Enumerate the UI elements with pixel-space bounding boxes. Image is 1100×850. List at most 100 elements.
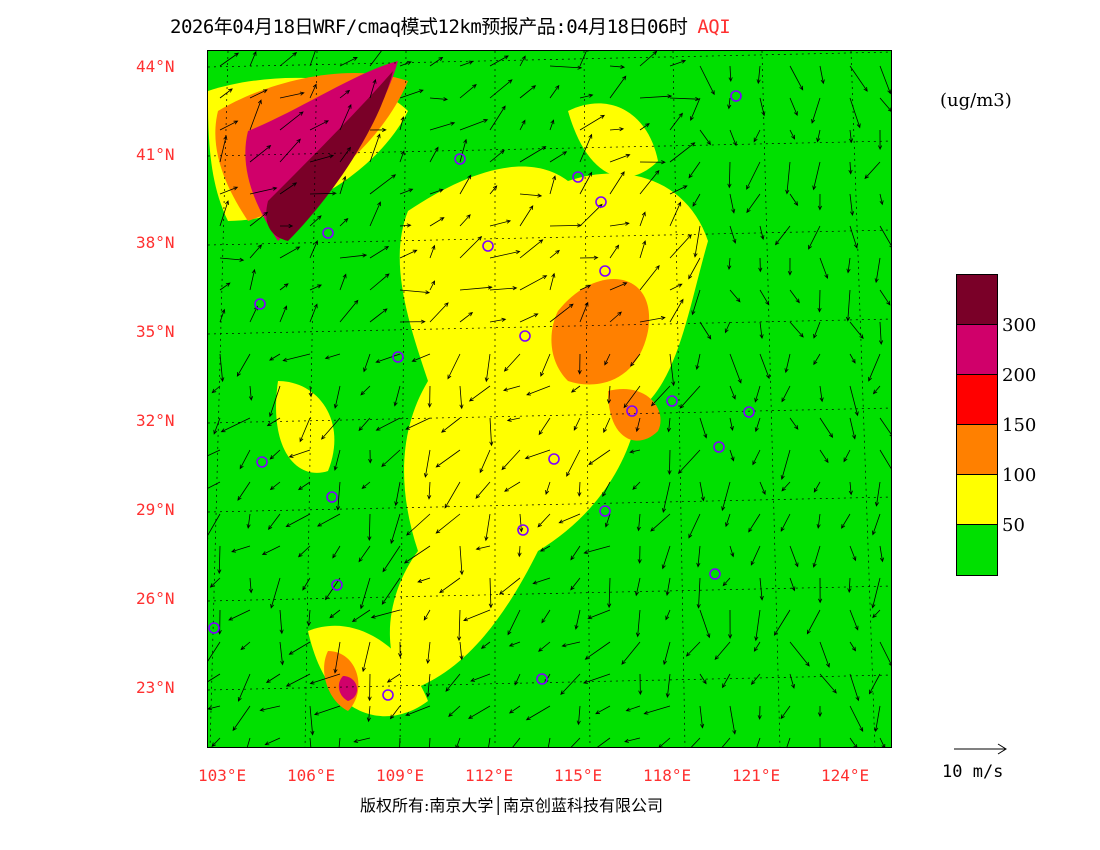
wind-arrow [721,481,731,512]
lat-label: 32°N [136,411,175,430]
wind-arrow [237,481,251,501]
wind-arrow [309,154,335,163]
wind-arrow [871,513,881,536]
wind-arrow [669,353,676,387]
wind-arrow [504,481,521,492]
wind-arrow [812,545,821,568]
wind-arrow [339,103,352,131]
wind-arrow [630,353,641,367]
wind-arrow [309,51,316,67]
wind-arrow [219,282,231,291]
wind-arrow [724,321,731,334]
wind-arrow [728,609,733,639]
wind-arrow [459,235,483,259]
wind-arrow [448,705,461,717]
wind-arrow [699,321,712,340]
wind-arrow [583,545,611,555]
wind-arrow [429,146,439,163]
wind-arrow [849,417,857,440]
wind-arrow [692,193,701,207]
lon-label: 109°E [376,766,425,785]
wind-arrow [512,737,521,747]
wind-arrow [236,353,251,377]
wind-arrow [579,114,605,131]
wind-scale-arrow-icon [954,743,1007,755]
wind-arrow [547,737,551,747]
wind-arrow [393,385,401,407]
wind-arrow [321,417,341,440]
wind-arrow [429,97,449,102]
city-marker-icon [454,153,466,165]
wind-arrow [429,121,456,131]
wind-arrow [217,545,222,575]
wind-arrow [309,240,318,259]
wind-arrow [579,51,589,67]
wind-arrow [317,513,341,527]
wind-arrow [369,133,381,163]
wind-arrow [549,84,560,99]
wind-arrow [375,353,401,364]
wind-arrow [650,513,671,532]
city-markers [208,90,755,701]
wind-arrow [427,385,432,408]
wind-arrow [758,257,763,273]
wind-arrow [879,97,891,112]
wind-arrow [872,609,881,619]
wind-arrow [746,161,761,190]
wind-arrow [309,705,315,736]
wind-arrow [248,385,254,401]
wind-arrow [843,449,851,463]
wind-arrow [874,705,881,733]
wind-arrow [367,673,372,702]
wind-arrow [819,257,829,280]
wind-arrow [489,250,521,259]
wind-arrow [789,641,810,667]
wind-arrow [249,305,258,323]
latitude-line [208,674,891,691]
wind-arrow [539,545,551,552]
wind-arrow [819,385,824,403]
legend-tick: 300 [1002,315,1037,336]
wind-arrow [789,545,799,568]
wind-arrow [669,96,700,102]
wind-arrow [435,513,461,534]
wind-arrow [754,417,761,433]
wind-arrow [750,673,761,685]
wind-arrow [368,449,373,464]
wind-arrow [729,705,737,735]
wind-arrow [639,123,650,131]
wind-arrow [427,481,432,500]
city-marker-icon [326,491,338,503]
wind-arrow [789,97,798,117]
wind-arrow [279,609,284,635]
lat-label: 26°N [136,589,175,608]
wind-arrow [756,65,761,85]
wind-arrow [459,174,472,195]
wind-arrow [381,449,401,468]
wind-arrow [399,116,405,131]
wind-arrow [358,545,371,563]
wind-arrow [219,200,229,227]
longitude-line [304,51,318,747]
wind-arrow [877,129,883,151]
wind-arrow [239,449,251,470]
wind-arrow [353,737,371,743]
wind-arrow [789,289,800,304]
wind-arrow [399,249,418,259]
wind-arrow [338,737,341,747]
wind-arrow [459,60,474,67]
wind-arrow [583,673,611,684]
wind-arrow [288,641,311,655]
wind-arrow [669,234,692,259]
wind-arrow [688,257,701,280]
wind-arrow [279,52,298,67]
wind-arrow [754,385,761,403]
wind-arrow [780,513,791,532]
wind-arrow [561,641,581,648]
wind-arrow [297,545,311,558]
wind-arrow [335,481,341,511]
wind-arrow [369,308,388,323]
wind-arrow [249,244,263,259]
wind-arrow [566,449,581,477]
wind-arrow [261,545,281,555]
